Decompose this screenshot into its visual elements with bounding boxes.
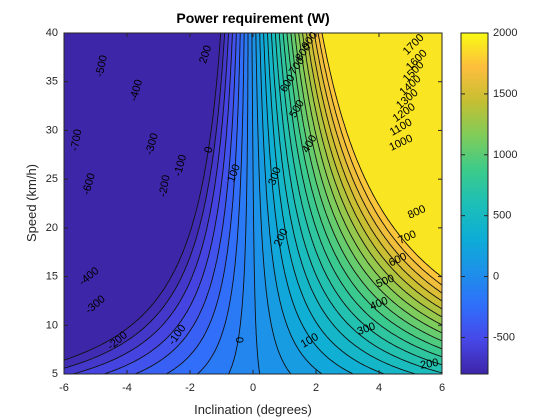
colorbar-tick-label: 1500 bbox=[493, 88, 517, 100]
x-axis-label: Inclination (degrees) bbox=[194, 402, 312, 417]
y-tick-label: 15 bbox=[46, 271, 58, 283]
y-tick-label: 40 bbox=[46, 27, 58, 39]
contour-line bbox=[317, 32, 443, 286]
contour-label: 200 bbox=[419, 357, 439, 372]
y-tick-label: 10 bbox=[46, 319, 58, 331]
contour-line bbox=[294, 32, 443, 334]
contour-line bbox=[278, 32, 443, 366]
contour-line bbox=[270, 32, 416, 375]
contour-line bbox=[259, 32, 323, 375]
contour-line bbox=[255, 32, 292, 375]
contour-line bbox=[286, 32, 443, 350]
x-tick-label: -2 bbox=[185, 382, 195, 394]
colorbar-tick-label: 0 bbox=[493, 271, 499, 283]
y-tick-label: 35 bbox=[46, 76, 58, 88]
colorbar-ticks: -500 0 500 1000 1500 2000 bbox=[461, 27, 517, 343]
colorbar-tick-label: 1000 bbox=[493, 149, 517, 161]
contour-label: 300 bbox=[266, 166, 284, 187]
colorbar-gradient bbox=[461, 33, 488, 374]
contour-label: 300 bbox=[356, 320, 377, 338]
contour-line bbox=[63, 33, 226, 369]
contour-line bbox=[313, 32, 443, 294]
contour-line bbox=[302, 32, 443, 318]
contour-line bbox=[197, 33, 245, 375]
contour-label: -200 bbox=[157, 174, 173, 198]
contour-line bbox=[251, 33, 261, 375]
x-tick-label: -6 bbox=[59, 382, 69, 394]
x-axis: -6 -4 -2 0 2 4 6 bbox=[59, 33, 445, 394]
contour-label: 0 bbox=[202, 145, 215, 154]
y-tick-label: 30 bbox=[46, 124, 58, 136]
contour-line bbox=[290, 32, 443, 342]
y-tick-label: 25 bbox=[46, 173, 58, 185]
colorbar-frame bbox=[460, 32, 489, 375]
contour-line bbox=[263, 32, 354, 375]
contour-label: -400 bbox=[128, 78, 145, 102]
y-axis: 5 10 15 20 25 30 35 40 bbox=[46, 27, 442, 380]
contour-lines bbox=[63, 32, 443, 375]
contour-label: 200 bbox=[197, 44, 214, 65]
x-tick-label: 0 bbox=[250, 382, 256, 394]
y-axis-label: Speed (km/h) bbox=[24, 164, 39, 242]
contour-line bbox=[274, 32, 443, 374]
chart-title: Power requirement (W) bbox=[176, 10, 329, 26]
contour-line bbox=[309, 32, 443, 302]
colorbar-tick-label: 500 bbox=[493, 210, 511, 222]
x-tick-label: -4 bbox=[122, 382, 132, 394]
x-tick-label: 4 bbox=[376, 382, 382, 394]
contour-line bbox=[267, 32, 385, 375]
contour-line bbox=[228, 33, 249, 375]
contour-line bbox=[298, 32, 443, 326]
colorbar: -500 0 500 1000 1500 2000 bbox=[460, 27, 517, 375]
contour-label: 0 bbox=[234, 337, 246, 343]
y-tick-label: 5 bbox=[52, 368, 58, 380]
contour-label: -100 bbox=[172, 153, 189, 177]
contour-label: -700 bbox=[69, 128, 85, 152]
contour-label: -300 bbox=[144, 132, 161, 156]
contour-line bbox=[321, 32, 443, 278]
contour-label: 100 bbox=[225, 163, 243, 184]
contour-label: -600 bbox=[81, 172, 98, 196]
y-tick-label: 20 bbox=[46, 222, 58, 234]
plot-area: -500-400-300-700-600 -200-100010020030040… bbox=[63, 30, 443, 375]
x-tick-label: 6 bbox=[439, 382, 445, 394]
contour-line bbox=[282, 32, 443, 358]
contour-label: -500 bbox=[94, 54, 110, 78]
colorbar-tick-label: 2000 bbox=[493, 27, 517, 39]
x-tick-label: 2 bbox=[313, 382, 319, 394]
colorbar-tick-label: -500 bbox=[493, 331, 515, 343]
